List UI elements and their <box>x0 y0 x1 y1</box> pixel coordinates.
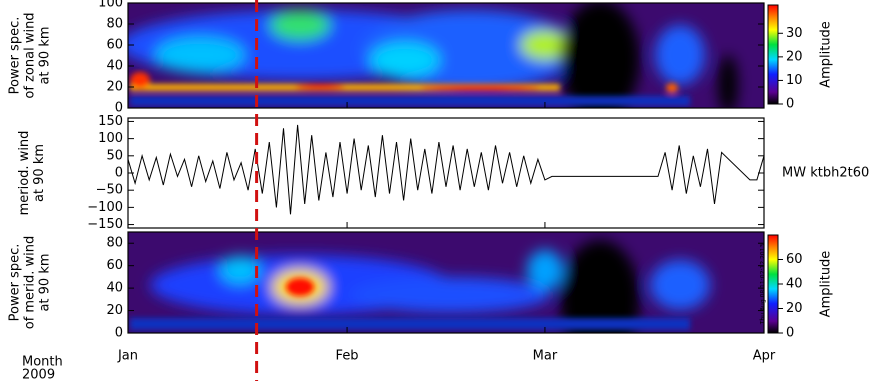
annotation: MW ktbh2t60 <box>782 166 869 181</box>
y-tick-label: −100 <box>87 200 123 215</box>
colorbar <box>768 5 778 104</box>
y-axis-label: at 90 km <box>38 26 53 84</box>
y-axis-label: Power spec. <box>8 244 23 322</box>
colorbar-frame <box>767 4 779 105</box>
y-tick-label: 80 <box>106 17 123 32</box>
y-tick-label: 80 <box>106 236 123 251</box>
y-axis-label: of zonal wind <box>23 12 38 98</box>
colorbar-tick-label: 0 <box>786 97 794 112</box>
y-tick-label: 150 <box>98 114 123 129</box>
y-tick-label: −50 <box>96 183 123 198</box>
x-axis-label: 2009 <box>22 368 55 381</box>
y-tick-label: 60 <box>106 38 123 53</box>
colorbar-tick-label: 10 <box>786 73 803 88</box>
y-axis-label: at 90 km <box>32 144 47 202</box>
colorbar-label: Amplitude <box>819 251 834 318</box>
y-tick-label: 20 <box>106 303 123 318</box>
zonal-spectrum-image <box>128 3 764 108</box>
x-tick-label: Apr <box>753 349 776 364</box>
colorbar-tick-label: 30 <box>786 26 803 41</box>
colorbar-tick-label: 20 <box>786 301 803 316</box>
y-tick-label: 0 <box>115 101 123 116</box>
y-axis-label: Power spec. <box>8 17 23 95</box>
colorbar-tick-label: 20 <box>786 49 803 64</box>
x-axis-label: Month <box>22 355 63 370</box>
y-tick-label: 40 <box>106 59 123 74</box>
colorbar-tick-label: 60 <box>786 252 803 267</box>
y-tick-label: 50 <box>106 148 123 163</box>
y-tick-label: 0 <box>115 326 123 341</box>
y-axis-label: at 90 km <box>38 253 53 311</box>
y-tick-label: 100 <box>98 0 123 11</box>
y-tick-label: 40 <box>106 281 123 296</box>
y-tick-label: 20 <box>106 80 123 95</box>
colorbar-label: Amplitude <box>819 21 834 88</box>
colorbar <box>768 235 778 333</box>
y-tick-label: 100 <box>98 131 123 146</box>
timestamp: Thu Aug 08 11:02:12 2013 <box>760 244 767 326</box>
wind-line <box>127 124 765 215</box>
panel-frame <box>127 2 765 109</box>
colorbar-tick-label: 40 <box>786 277 803 292</box>
y-tick-label: 0 <box>115 166 123 181</box>
colorbar-tick-label: 0 <box>786 326 794 341</box>
x-tick-label: Mar <box>533 349 558 364</box>
x-tick-label: Jan <box>117 349 138 364</box>
y-axis-label: meriod. wind <box>17 131 32 216</box>
y-tick-label: 60 <box>106 258 123 273</box>
y-tick-label: −150 <box>87 217 123 232</box>
x-tick-label: Feb <box>336 349 359 364</box>
panel-frame <box>127 231 765 334</box>
y-axis-label: of merid. wind <box>23 236 38 330</box>
meridional-spectrum-image <box>128 232 764 333</box>
